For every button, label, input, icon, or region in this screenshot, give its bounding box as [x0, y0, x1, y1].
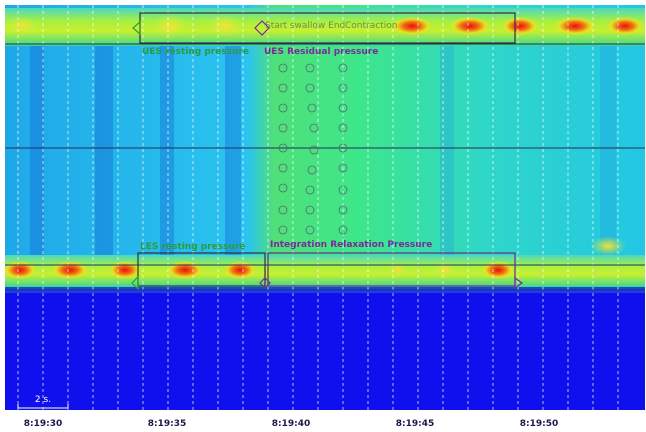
time-label: 8:19:35 — [148, 419, 187, 429]
time-label: 8:19:50 — [520, 419, 559, 429]
time-label: 8:19:30 — [24, 419, 63, 429]
irp-label: Integration Relaxation Pressure — [270, 240, 432, 250]
ues-residual-label: UES Residual pressure — [264, 47, 378, 57]
time-axis: 8:19:30 8:19:35 8:19:40 8:19:45 8:19:50 — [24, 419, 559, 429]
manometry-view: Start swallow End Contraction UES restin… — [0, 0, 646, 432]
time-label: 8:19:45 — [396, 419, 435, 429]
time-label: 8:19:40 — [272, 419, 311, 429]
heatmap — [4, 5, 645, 410]
les-resting-label: LES resting pressure — [140, 242, 245, 252]
scale-bar-label: 2 s. — [35, 395, 51, 405]
ues-resting-label: UES resting pressure — [142, 47, 249, 57]
swallow-marker-label: Start swallow End — [265, 21, 345, 31]
contraction-label: Contraction — [345, 21, 397, 31]
